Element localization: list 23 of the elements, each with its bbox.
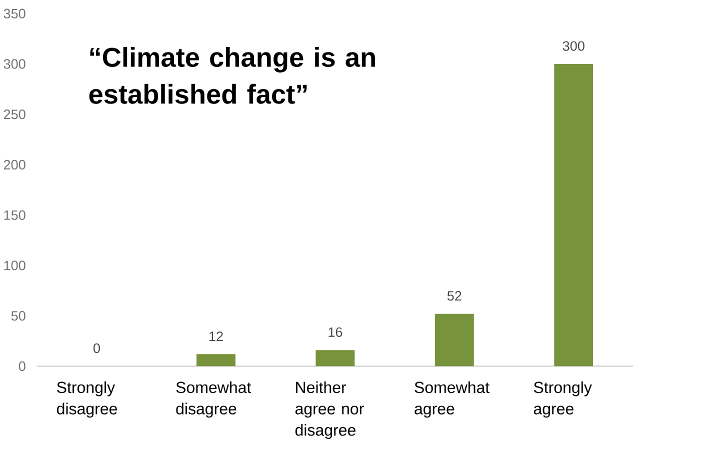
y-tick-label: 200 — [4, 160, 26, 170]
data-label: 0 — [93, 343, 100, 353]
bar — [316, 350, 355, 366]
x-tick-label: Neither agree nor disagree — [295, 381, 364, 439]
bar — [196, 354, 236, 366]
text: “Climate change is an established fact” — [89, 46, 375, 104]
bar — [434, 314, 474, 366]
x-tick-label: Strongly agree — [534, 381, 592, 418]
data-label: 16 — [328, 327, 342, 337]
x-tick-label: Strongly disagree — [56, 381, 118, 418]
data-label: 12 — [209, 331, 223, 341]
y-tick-label: 150 — [4, 210, 26, 220]
y-tick-label: 0 — [18, 361, 26, 371]
data-label: 300 — [562, 41, 584, 51]
y-tick-label: 250 — [4, 109, 26, 120]
bar — [554, 64, 594, 366]
y-tick-label: 350 — [4, 8, 26, 18]
y-tick-label: 50 — [11, 310, 26, 321]
y-tick-label: 300 — [4, 59, 26, 69]
x-tick-label: Somewhat agree — [414, 381, 490, 418]
data-label: 52 — [447, 290, 462, 301]
x-tick-label: Somewhat disagree — [176, 381, 252, 418]
y-tick-label: 100 — [4, 260, 26, 270]
